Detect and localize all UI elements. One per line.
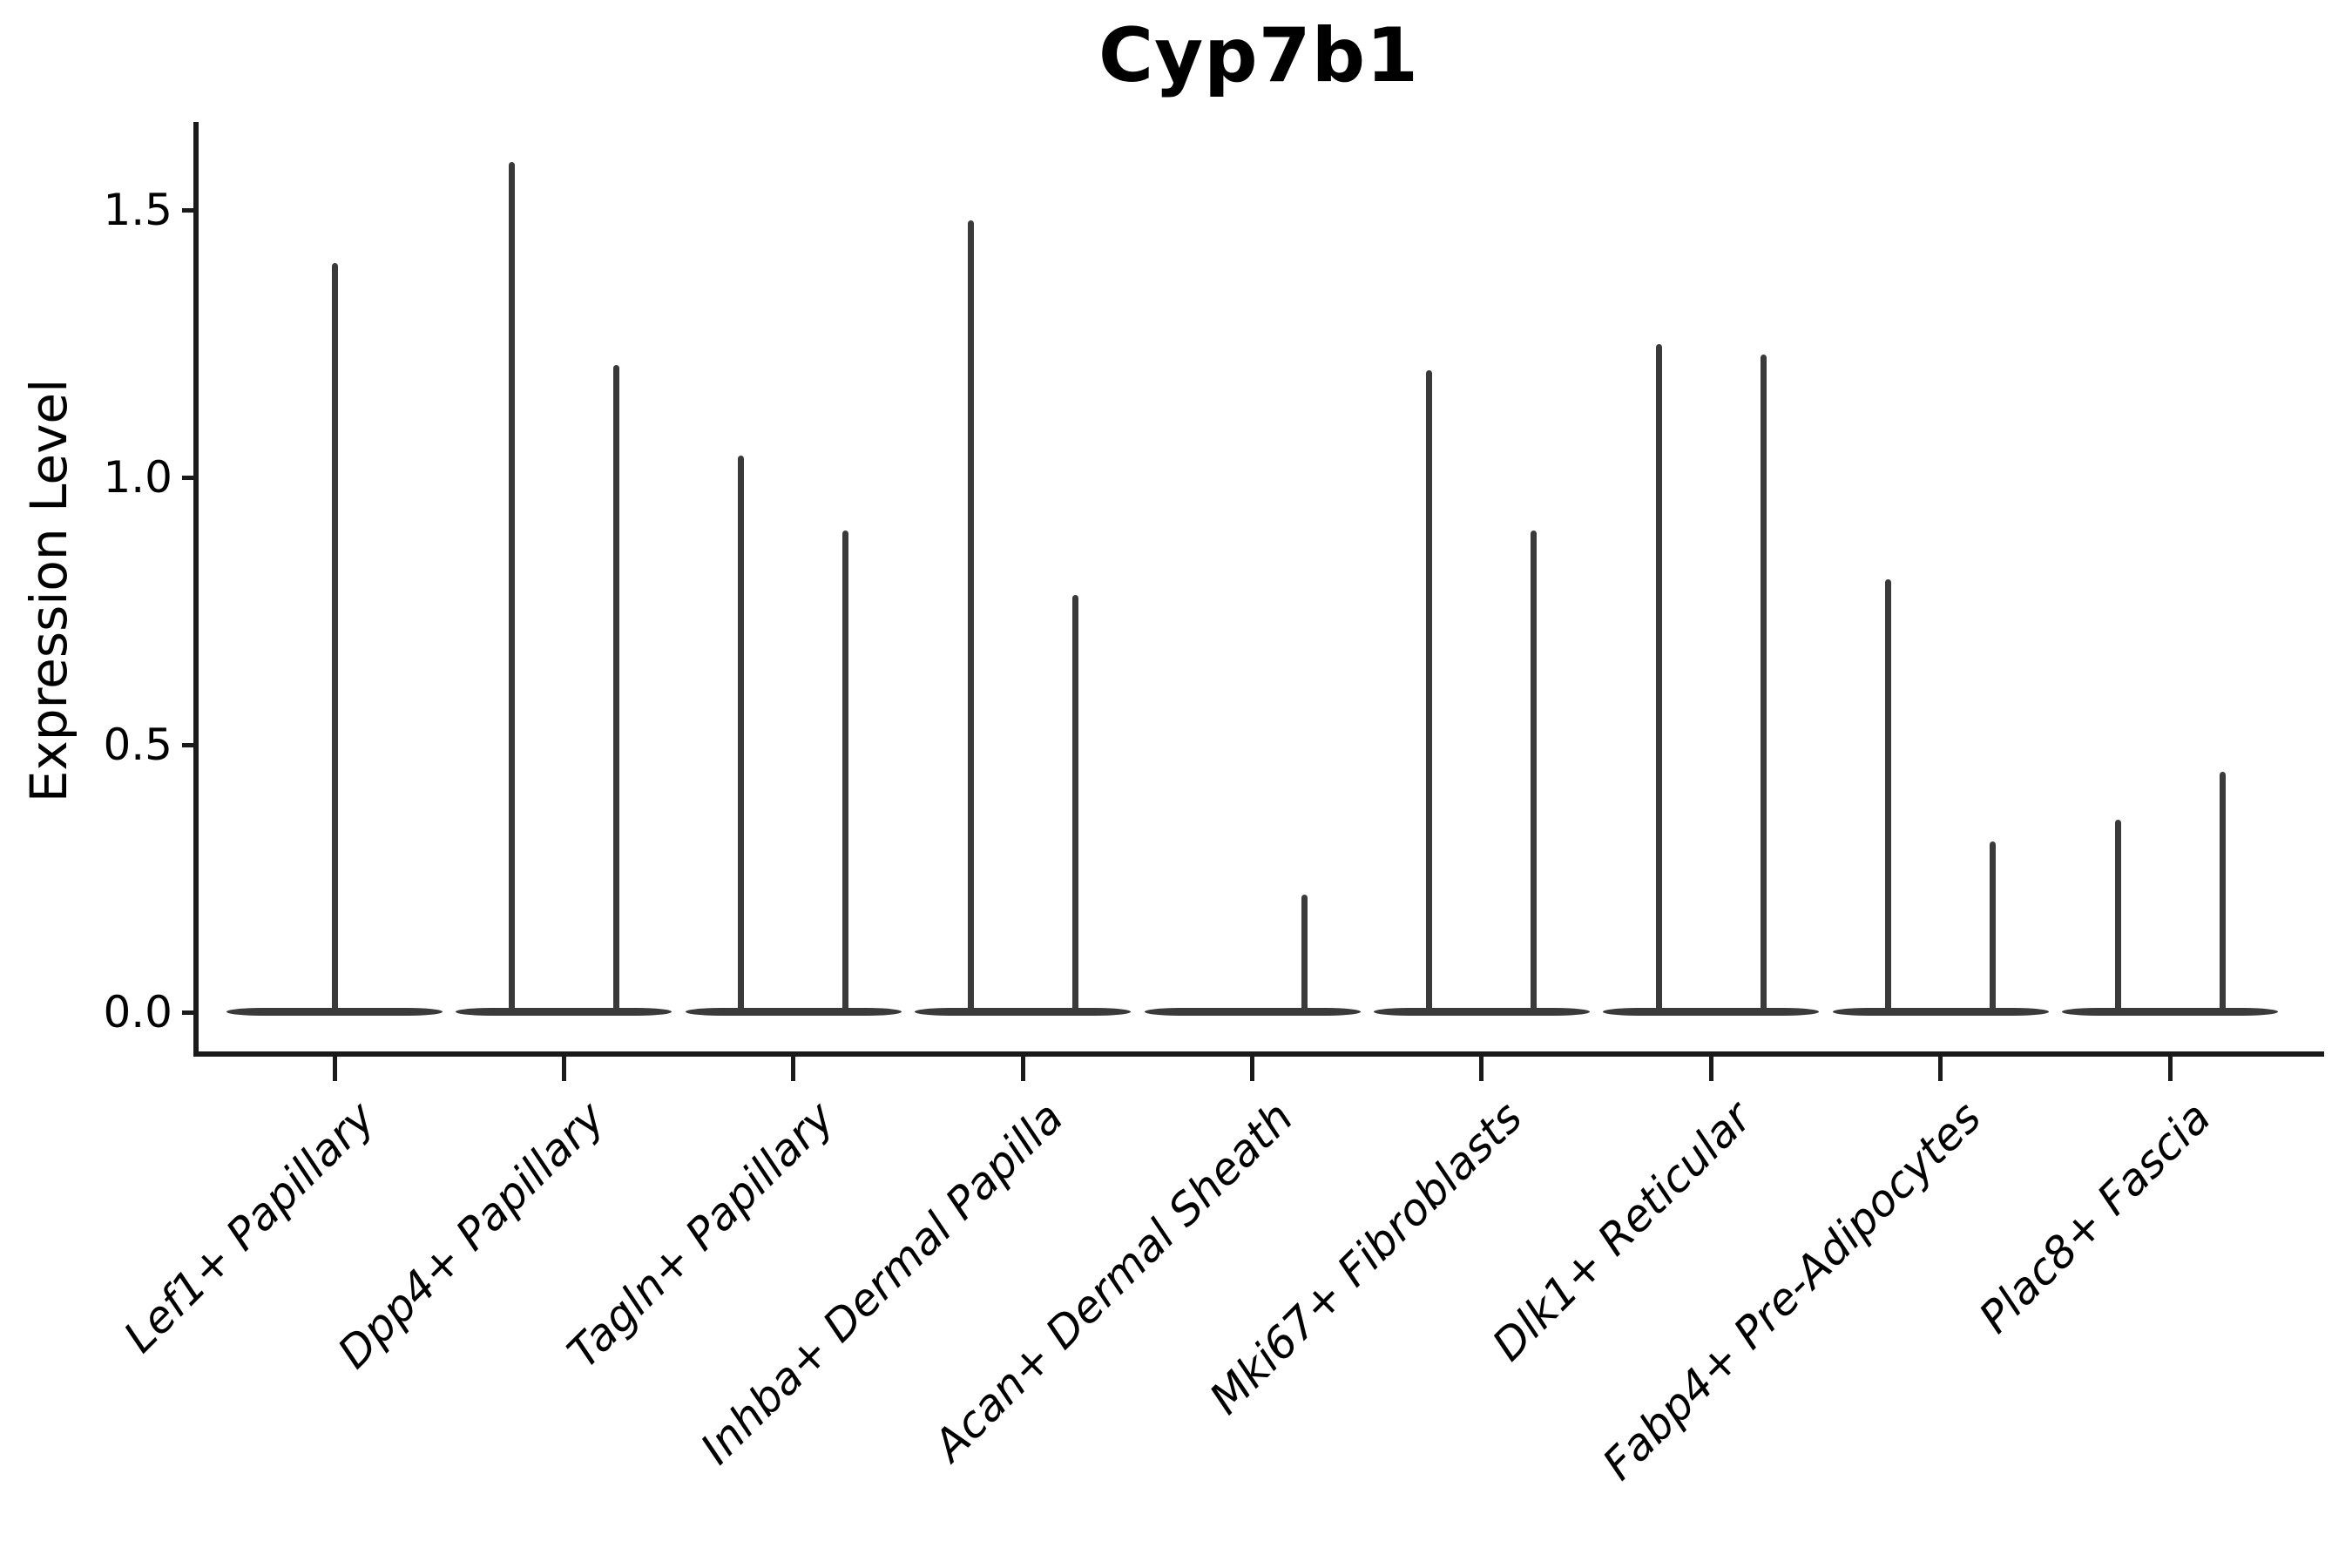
x-tick-mark bbox=[1250, 1057, 1254, 1081]
violin-base bbox=[1373, 1007, 1590, 1016]
violin-base bbox=[915, 1007, 1132, 1016]
violin-spike bbox=[1531, 531, 1538, 1012]
violin-spike bbox=[1990, 841, 1997, 1012]
violin-base bbox=[456, 1007, 672, 1016]
violin-spike bbox=[2219, 771, 2226, 1012]
y-tick-label: 1.5 bbox=[103, 185, 172, 235]
violin-spike bbox=[331, 263, 338, 1012]
violin-spike bbox=[738, 456, 745, 1012]
y-tick-mark bbox=[182, 207, 196, 213]
violin-base bbox=[1144, 1007, 1361, 1016]
violin-spike bbox=[842, 531, 849, 1012]
x-tick-mark bbox=[1938, 1057, 1943, 1081]
y-axis-spine bbox=[193, 122, 199, 1057]
x-tick-mark bbox=[791, 1057, 796, 1081]
x-tick-mark bbox=[1020, 1057, 1025, 1081]
y-tick-mark bbox=[182, 742, 196, 747]
violin-base bbox=[1832, 1007, 2049, 1016]
violin-base bbox=[1603, 1007, 1820, 1016]
violin-spike bbox=[612, 365, 619, 1012]
violin-base bbox=[2062, 1007, 2278, 1016]
violin-spike bbox=[1071, 595, 1078, 1012]
y-tick-mark bbox=[182, 1010, 196, 1015]
y-axis-label: Expression Level bbox=[19, 378, 78, 803]
y-tick-label: 0.0 bbox=[103, 987, 172, 1037]
violin-spike bbox=[1301, 894, 1308, 1012]
x-axis-spine bbox=[193, 1051, 2324, 1057]
y-tick-label: 1.0 bbox=[103, 452, 172, 503]
violin-spike bbox=[1760, 354, 1767, 1012]
x-category-label-text: Lef1+ Papillary bbox=[114, 1092, 385, 1362]
violin-spike bbox=[967, 220, 974, 1012]
x-tick-mark bbox=[2167, 1057, 2173, 1081]
violin-spike bbox=[1885, 578, 1892, 1012]
y-tick-mark bbox=[182, 475, 196, 480]
chart-title: Cyp7b1 bbox=[1098, 12, 1419, 99]
x-tick-mark bbox=[561, 1057, 566, 1081]
x-category-label-text: Fabp4+ Pre-Adipocytes bbox=[1592, 1092, 1991, 1490]
violin-base bbox=[226, 1007, 443, 1016]
violin-spike bbox=[2114, 819, 2121, 1012]
violin-spike bbox=[1655, 343, 1662, 1012]
x-tick-mark bbox=[1479, 1057, 1484, 1081]
x-tick-mark bbox=[1708, 1057, 1713, 1081]
y-tick-label: 0.5 bbox=[103, 720, 172, 770]
x-category-label-text: Plac8+ Fascia bbox=[1969, 1092, 2220, 1343]
violin-spike bbox=[1426, 370, 1433, 1012]
violin-base bbox=[685, 1007, 902, 1016]
violin-spike bbox=[508, 161, 515, 1012]
x-tick-mark bbox=[332, 1057, 337, 1081]
